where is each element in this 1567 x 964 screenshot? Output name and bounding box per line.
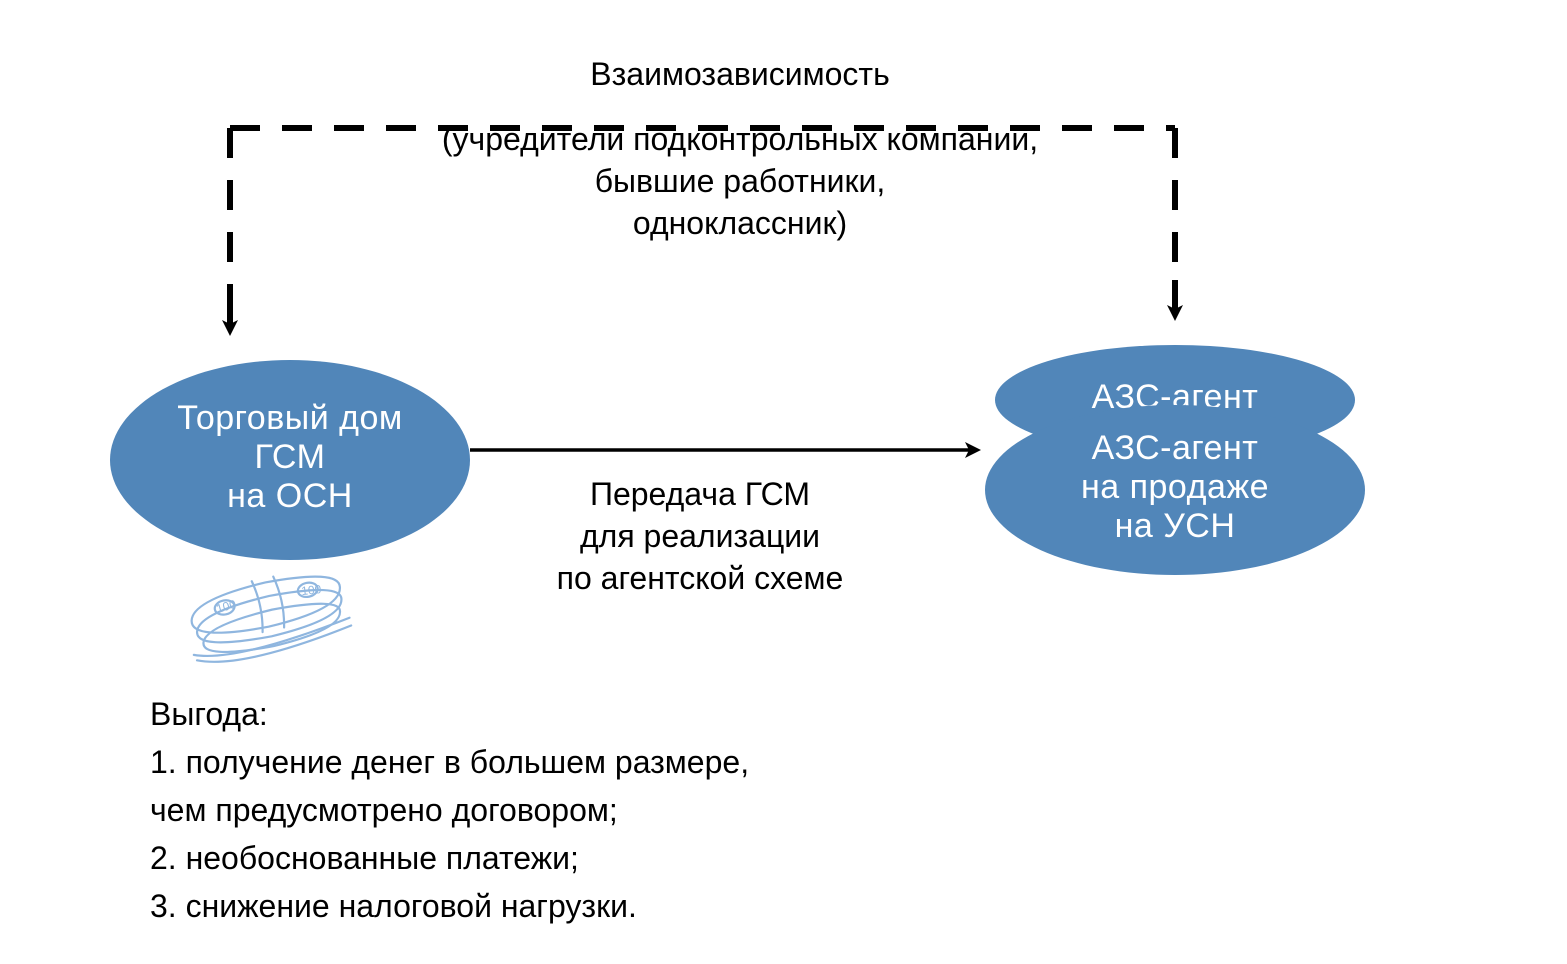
interdependence-title: Взаимозависимость bbox=[590, 56, 889, 92]
svg-text:3. снижение налоговой нагрузки: 3. снижение налоговой нагрузки. bbox=[150, 888, 637, 924]
transfer-label: Передача ГСМ для реализации по агентской с… bbox=[557, 476, 844, 596]
svg-text:2. необоснованные платежи;: 2. необоснованные платежи; bbox=[150, 840, 579, 876]
svg-text:для реализации: для реализации bbox=[580, 518, 820, 554]
svg-text:Передача ГСМ: Передача ГСМ bbox=[590, 476, 810, 512]
money-icon: 100 100 bbox=[181, 563, 353, 669]
svg-text:бывшие работники,: бывшие работники, bbox=[595, 163, 886, 199]
interdependence-subtitle: (учредители подконтрольных компаний, бывш… bbox=[442, 121, 1038, 241]
svg-text:(учредители подконтрольных ком: (учредители подконтрольных компаний, bbox=[442, 121, 1038, 157]
node-azs-agent-front: АЗС-агентна продажена УСН bbox=[985, 405, 1365, 575]
svg-text:100: 100 bbox=[301, 582, 323, 598]
svg-text:на продаже: на продаже bbox=[1081, 468, 1269, 506]
svg-text:1. получение денег в большем р: 1. получение денег в большем размере, bbox=[150, 744, 749, 780]
svg-text:АЗС-агент: АЗС-агент bbox=[1092, 429, 1259, 467]
svg-text:Торговый дом: Торговый дом bbox=[177, 399, 403, 437]
svg-text:на ОСН: на ОСН bbox=[227, 477, 353, 515]
svg-text:по агентской схеме: по агентской схеме bbox=[557, 560, 844, 596]
svg-text:одноклассник): одноклассник) bbox=[633, 205, 847, 241]
node-trading-house: Торговый домГСМна ОСН bbox=[110, 360, 470, 560]
benefit-text-block: Выгода: 1. получение денег в большем разм… bbox=[150, 696, 749, 924]
svg-text:100: 100 bbox=[215, 597, 238, 616]
diagram-canvas: Взаимозависимость (учредители подконтрол… bbox=[0, 0, 1567, 964]
svg-text:ГСМ: ГСМ bbox=[255, 438, 326, 476]
svg-text:чем предусмотрено договором;: чем предусмотрено договором; bbox=[150, 792, 618, 828]
svg-text:на УСН: на УСН bbox=[1115, 507, 1236, 545]
svg-text:Выгода:: Выгода: bbox=[150, 696, 268, 732]
